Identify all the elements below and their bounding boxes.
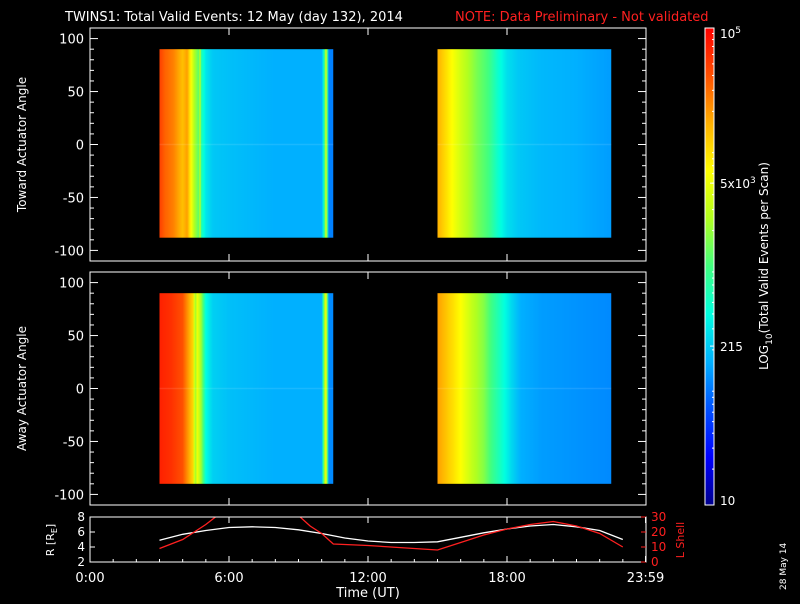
plot-title: TWINS1: Total Valid Events: 12 May (day … <box>64 10 403 25</box>
right-tick-label: 20 <box>651 525 666 539</box>
l-shell-line <box>159 517 624 551</box>
generation-date: 28 May 14 <box>779 542 789 590</box>
colorbar-tick-label: 215 <box>720 340 743 354</box>
heatmap-segment-away-1 <box>159 293 334 484</box>
colorbar-tick-exponent: 3 <box>750 176 756 186</box>
colorbar-tick-exponent: 5 <box>735 26 741 36</box>
y-tick-label: 50 <box>67 86 84 101</box>
right-tick-label: 0 <box>651 555 659 569</box>
x-tick-label: 23:59 <box>627 571 664 586</box>
y-tick-label: -100 <box>54 488 84 503</box>
y-tick-label: 0 <box>76 383 84 398</box>
x-tick-label: 0:00 <box>75 571 104 586</box>
left-axis-label-subscript: E <box>50 528 59 533</box>
left-tick-label: 8 <box>77 510 85 524</box>
heatmap-segment-away-2 <box>437 293 612 484</box>
y-tick-label: 100 <box>59 277 84 292</box>
y-tick-label: 0 <box>76 139 84 154</box>
r-distance-line <box>159 523 624 544</box>
x-tick-label: 12:00 <box>349 571 386 586</box>
colorbar-tick-label: 105 <box>720 26 741 41</box>
left-axis-label: R [RE] <box>44 524 59 556</box>
colorbar-label-rest: (Total Valid Events per Scan) <box>757 162 771 333</box>
colorbar-tick-label: 5x103 <box>720 176 756 191</box>
left-tick-label: 2 <box>77 555 85 569</box>
right-tick-label: 10 <box>651 540 666 554</box>
y-axis-label: Toward Actuator Angle <box>15 77 29 213</box>
left-axis-label-end: ] <box>44 524 57 528</box>
y-tick-label: -50 <box>63 191 84 206</box>
y-tick-label: 100 <box>59 33 84 48</box>
orbit-lines <box>159 517 624 551</box>
right-axis-label: L Shell <box>674 522 687 558</box>
y-tick-label: 50 <box>67 330 84 345</box>
left-tick-label: 6 <box>77 525 85 539</box>
heatmap-segment-toward-1 <box>159 49 334 238</box>
x-axis-label: Time (UT) <box>335 586 400 600</box>
colorbar-label: LOG10(Total Valid Events per Scan) <box>757 162 775 370</box>
colorbar-tick-label: 10 <box>720 494 735 508</box>
right-tick-label: 30 <box>651 510 666 524</box>
y-tick-label: -100 <box>54 244 84 259</box>
colorbar-label-subscript: 10 <box>765 333 775 345</box>
y-tick-label: -50 <box>63 435 84 450</box>
y-axis-label: Away Actuator Angle <box>15 326 29 451</box>
preliminary-note: NOTE: Data Preliminary - Not validated <box>455 10 709 25</box>
x-tick-label: 6:00 <box>214 571 243 586</box>
colorbar <box>704 27 715 506</box>
left-tick-label: 4 <box>77 540 85 554</box>
x-tick-label: 18:00 <box>488 571 525 586</box>
heatmap-segment-toward-2 <box>437 49 612 238</box>
